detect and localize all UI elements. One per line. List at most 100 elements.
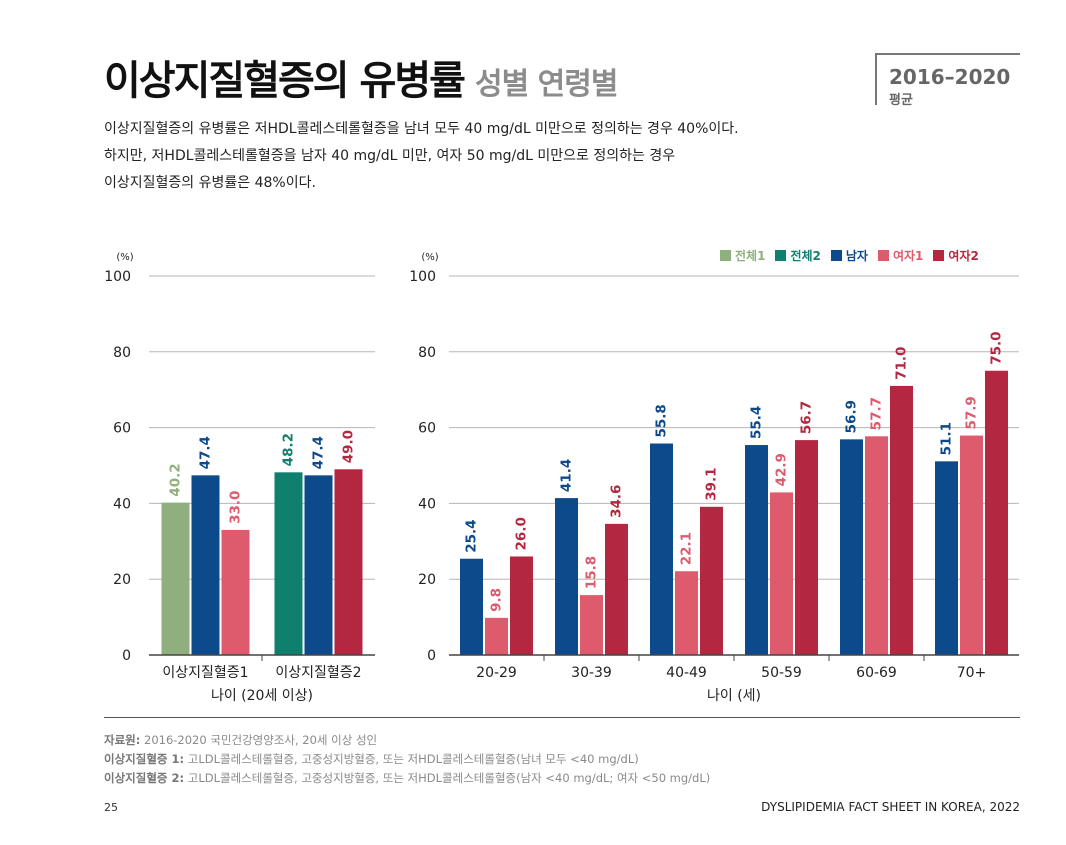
bar bbox=[890, 385, 913, 655]
data-label: 40.2 bbox=[168, 463, 184, 496]
bar bbox=[555, 498, 578, 655]
data-label: 71.0 bbox=[894, 347, 910, 380]
data-label: 33.0 bbox=[228, 491, 244, 524]
x-tick-label: 30-39 bbox=[571, 665, 612, 681]
legend-swatch bbox=[775, 250, 787, 261]
bar bbox=[865, 436, 888, 655]
y-tick-label: 60 bbox=[113, 421, 131, 437]
note-label: 자료원: bbox=[104, 733, 141, 747]
bar bbox=[274, 472, 303, 655]
x-tick-label: 20-29 bbox=[476, 665, 517, 681]
x-tick-label: 60-69 bbox=[856, 665, 897, 681]
y-tick-label: 20 bbox=[113, 572, 131, 588]
page-subtitle: 성별 연령별 bbox=[475, 67, 618, 102]
note-line: 자료원: 2016-2020 국민건강영양조사, 20세 이상 성인 bbox=[104, 731, 710, 750]
bar bbox=[675, 571, 698, 655]
data-label: 41.4 bbox=[559, 459, 575, 492]
description-line: 이상지질혈증의 유병률은 48%이다. bbox=[104, 175, 316, 191]
y-tick-label: 60 bbox=[418, 421, 436, 437]
note-label: 이상지질혈증 1: bbox=[104, 752, 185, 766]
page-title: 이상지질혈증의 유병률 bbox=[104, 58, 466, 104]
y-tick-label: 80 bbox=[418, 345, 436, 361]
footer-divider bbox=[104, 717, 1020, 718]
data-label: 55.8 bbox=[654, 404, 670, 437]
note-text: 2016-2020 국민건강영양조사, 20세 이상 성인 bbox=[140, 733, 378, 747]
note-line: 이상지질혈증 2: 고LDL콜레스테롤혈증, 고중성지방혈증, 또는 저HDL콜… bbox=[104, 769, 710, 788]
data-label: 51.1 bbox=[939, 422, 955, 455]
bar bbox=[795, 440, 818, 655]
y-tick-label: 0 bbox=[427, 648, 436, 664]
x-tick-label: 이상지질혈증2 bbox=[275, 665, 361, 681]
data-label: 15.8 bbox=[584, 556, 600, 589]
note-text: 고LDL콜레스테롤혈증, 고중성지방혈증, 또는 저HDL콜레스테롤혈증(남자 … bbox=[184, 771, 711, 785]
data-label: 57.9 bbox=[964, 396, 980, 429]
x-axis-title: 나이 (세) bbox=[707, 688, 761, 704]
bar bbox=[191, 475, 220, 655]
bar bbox=[304, 475, 333, 655]
x-tick-label: 50-59 bbox=[761, 665, 802, 681]
y-tick-label: 20 bbox=[418, 572, 436, 588]
legend-item: 전체2 bbox=[775, 247, 821, 264]
data-label: 48.2 bbox=[281, 433, 297, 466]
bar bbox=[650, 443, 673, 655]
bar bbox=[840, 439, 863, 655]
bar bbox=[334, 469, 363, 655]
data-label: 9.8 bbox=[489, 588, 505, 612]
x-tick-label: 70+ bbox=[957, 665, 987, 681]
bar bbox=[745, 445, 768, 655]
data-label: 57.7 bbox=[869, 397, 885, 430]
y-tick-label: 100 bbox=[104, 269, 131, 285]
page-title-block: 이상지질혈증의 유병률 성별 연령별 bbox=[104, 48, 618, 106]
bar bbox=[161, 502, 190, 655]
y-tick-label: 40 bbox=[418, 496, 436, 512]
legend-item: 남자 bbox=[830, 247, 868, 264]
y-unit-label: (%) bbox=[116, 252, 133, 263]
legend-label: 남자 bbox=[845, 249, 868, 263]
bar bbox=[510, 556, 533, 655]
bar bbox=[580, 595, 603, 655]
y-tick-label: 80 bbox=[113, 345, 131, 361]
bar bbox=[960, 435, 983, 655]
legend-swatch bbox=[720, 250, 731, 261]
data-label: 42.9 bbox=[774, 453, 790, 486]
legend-label: 여자1 bbox=[892, 249, 924, 263]
data-label: 47.4 bbox=[311, 436, 327, 469]
note-line: 이상지질혈증 1: 고LDL콜레스테롤혈증, 고중성지방혈증, 또는 저HDL콜… bbox=[104, 750, 710, 769]
data-label: 34.6 bbox=[609, 485, 625, 518]
period-years: 2016–2020 bbox=[889, 65, 1011, 89]
bar bbox=[485, 617, 508, 655]
description: 이상지질혈증의 유병률은 저HDL콜레스테롤혈증을 남녀 모두 40 mg/dL… bbox=[104, 116, 739, 197]
bar bbox=[935, 461, 958, 655]
bar bbox=[605, 523, 628, 655]
y-unit-label: (%) bbox=[421, 252, 438, 263]
legend-swatch bbox=[830, 250, 842, 261]
description-line: 하지만, 저HDL콜레스테롤혈증을 남자 40 mg/dL 미만, 여자 50 … bbox=[104, 148, 676, 164]
data-label: 26.0 bbox=[514, 517, 530, 550]
bar bbox=[221, 529, 250, 655]
legend-swatch bbox=[877, 250, 889, 261]
data-label: 25.4 bbox=[464, 519, 480, 552]
period-label: 평균 bbox=[889, 93, 913, 108]
y-tick-label: 40 bbox=[113, 496, 131, 512]
data-label: 49.0 bbox=[341, 430, 357, 463]
x-tick-label: 이상지질혈증1 bbox=[162, 665, 248, 681]
source-notes: 자료원: 2016-2020 국민건강영양조사, 20세 이상 성인 이상지질혈… bbox=[104, 731, 710, 788]
legend-label: 전체1 bbox=[735, 249, 766, 263]
legend-item: 여자1 bbox=[877, 247, 924, 264]
data-label: 47.4 bbox=[198, 436, 214, 469]
x-tick-label: 40-49 bbox=[666, 665, 707, 681]
data-label: 75.0 bbox=[989, 331, 1005, 364]
legend-label: 여자2 bbox=[948, 249, 979, 263]
legend-item: 여자2 bbox=[933, 247, 979, 264]
x-axis-title: 나이 (20세 이상) bbox=[211, 688, 313, 704]
legend-item: 전체1 bbox=[720, 247, 765, 264]
data-label: 56.9 bbox=[844, 400, 860, 433]
bar bbox=[700, 506, 723, 655]
bar bbox=[460, 558, 483, 655]
chart-legend: 전체1 전체2 남자 여자1 여자2 bbox=[720, 247, 979, 264]
data-label: 56.7 bbox=[799, 401, 815, 434]
note-text: 고LDL콜레스테롤혈증, 고중성지방혈증, 또는 저HDL콜레스테롤혈증(남녀 … bbox=[184, 752, 639, 766]
note-label: 이상지질혈증 2: bbox=[104, 771, 185, 785]
description-line: 이상지질혈증의 유병률은 저HDL콜레스테롤혈증을 남녀 모두 40 mg/dL… bbox=[104, 121, 739, 137]
